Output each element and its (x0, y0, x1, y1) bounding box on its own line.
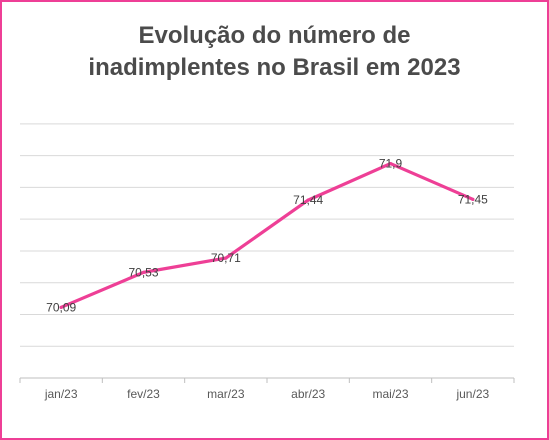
x-tick-label: jan/23 (44, 387, 78, 401)
chart-title-line-1: Evolução do número de (138, 22, 411, 49)
data-point (141, 270, 146, 274)
data-point (224, 256, 228, 260)
series-line (59, 161, 475, 309)
x-tick-label: jun/23 (455, 387, 489, 401)
data-point (59, 305, 63, 309)
data-label: 71,45 (458, 192, 488, 206)
data-point (306, 198, 310, 202)
chart-title-line-2: inadimplentes no Brasil em 2023 (88, 54, 461, 81)
data-label: 71,9 (379, 157, 403, 171)
x-tick-label: fev/23 (127, 387, 160, 401)
x-tick-label: mai/23 (372, 387, 408, 401)
x-tick-label: abr/23 (291, 387, 325, 401)
data-label: 70,53 (128, 265, 158, 279)
chart-title: Evolução do número de inadimplentes no B… (0, 20, 549, 84)
data-label: 71,44 (293, 193, 323, 207)
x-tick-label: mar/23 (207, 387, 245, 401)
data-label: 70,71 (211, 251, 241, 265)
data-point (471, 197, 475, 201)
data-point (388, 161, 393, 166)
data-label: 70,09 (46, 300, 76, 314)
